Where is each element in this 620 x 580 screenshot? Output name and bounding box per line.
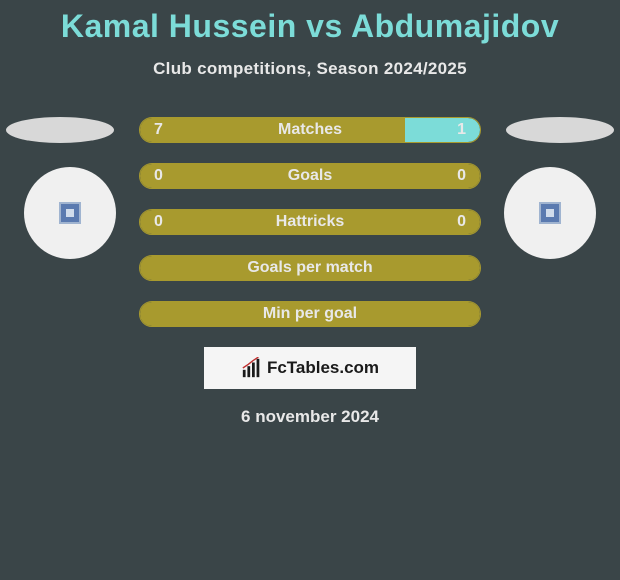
stat-row: Min per goal — [139, 301, 481, 327]
page-title: Kamal Hussein vs Abdumajidov — [61, 8, 559, 45]
logo-text: FcTables.com — [267, 358, 379, 378]
stat-value-left: 7 — [154, 121, 163, 139]
player-right-avatar — [504, 167, 596, 259]
stat-value-left: 0 — [154, 167, 163, 185]
stat-row: 0 0 Goals — [139, 163, 481, 189]
bar-fill-right — [405, 118, 480, 142]
player-right-ellipse — [506, 117, 614, 143]
stat-bars: 7 1 Matches 0 0 Goals 0 0 Hattricks Goals per mat… — [139, 117, 481, 327]
bar-chart-icon — [241, 357, 263, 379]
stat-row: 0 0 Hattricks — [139, 209, 481, 235]
player-left-avatar — [24, 167, 116, 259]
stat-value-right: 1 — [457, 121, 466, 139]
stat-label: Hattricks — [276, 213, 344, 231]
stat-label: Min per goal — [263, 305, 357, 323]
logo-box: FcTables.com — [204, 347, 416, 389]
stat-label: Goals per match — [247, 259, 372, 277]
subtitle: Club competitions, Season 2024/2025 — [153, 59, 467, 79]
stats-area: 7 1 Matches 0 0 Goals 0 0 Hattricks Goals per mat… — [0, 117, 620, 327]
team-badge-left — [59, 202, 81, 224]
player-left-ellipse — [6, 117, 114, 143]
stat-row: 7 1 Matches — [139, 117, 481, 143]
stat-value-left: 0 — [154, 213, 163, 231]
stat-value-right: 0 — [457, 213, 466, 231]
stat-label: Matches — [278, 121, 342, 139]
comparison-infographic: Kamal Hussein vs Abdumajidov Club compet… — [0, 0, 620, 427]
stat-label: Goals — [288, 167, 332, 185]
team-badge-right — [539, 202, 561, 224]
stat-row: Goals per match — [139, 255, 481, 281]
stat-value-right: 0 — [457, 167, 466, 185]
date-label: 6 november 2024 — [241, 407, 379, 427]
bar-fill-left — [140, 118, 405, 142]
